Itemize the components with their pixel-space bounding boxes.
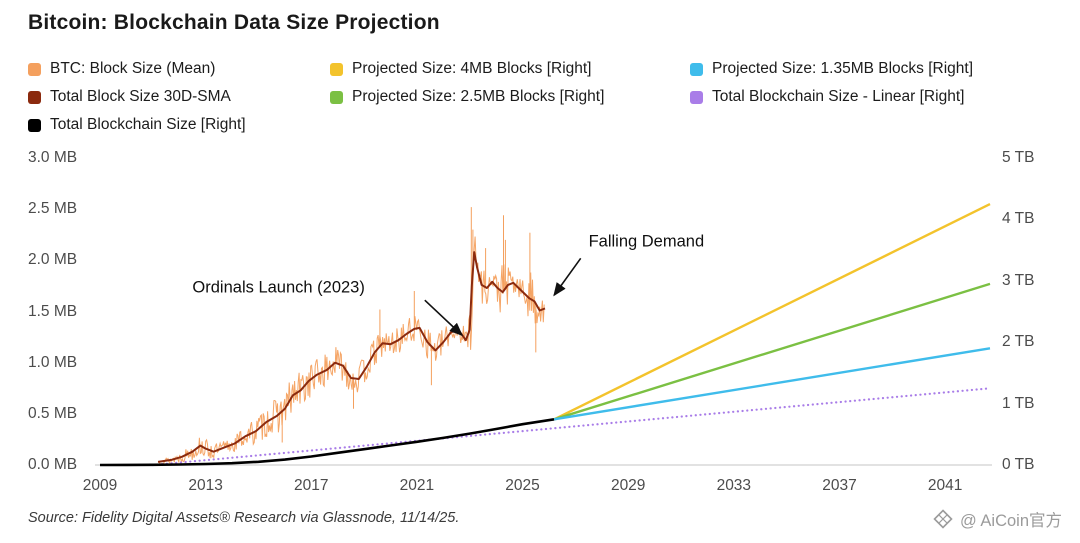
x-axis-tick-label: 2017: [294, 477, 329, 494]
legend-swatch-icon: [690, 90, 703, 104]
x-axis-tick-label: 2029: [610, 477, 646, 494]
y-axis-left-tick-label: 2.0 MB: [28, 251, 78, 269]
y-axis-right-tick-label: 4 TB: [1002, 210, 1035, 228]
chart-title: Bitcoin: Blockchain Data Size Projection: [28, 11, 440, 34]
legend-item-label: Total Blockchain Size - Linear [Right]: [712, 88, 965, 105]
series-total-blockchain-size-linear-right: [151, 387, 992, 467]
legend-item-label: Projected Size: 2.5MB Blocks [Right]: [352, 88, 605, 105]
x-axis-tick-label: 2033: [716, 477, 752, 494]
legend-item: Projected Size: 4MB Blocks [Right]: [330, 60, 690, 78]
legend-swatch-icon: [330, 62, 343, 76]
y-axis-right-tick-label: 0 TB: [1002, 456, 1035, 473]
y-axis-left-tick-label: 1.5 MB: [28, 302, 78, 320]
legend-swatch-icon: [28, 62, 41, 76]
legend-item: Total Block Size 30D-SMA: [28, 88, 330, 106]
legend-item-label: Projected Size: 4MB Blocks [Right]: [352, 60, 592, 77]
y-axis-left-tick-label: 3.0 MB: [28, 149, 78, 166]
legend-item-label: Projected Size: 1.35MB Blocks [Right]: [712, 60, 974, 77]
annotation-ordinals-launch-2023: Ordinals Launch (2023): [192, 278, 365, 297]
x-axis-tick-label: 2021: [399, 477, 435, 494]
x-axis-tick-label: 2037: [822, 477, 857, 494]
annotation-arrow: [424, 299, 463, 337]
legend-swatch-icon: [690, 62, 703, 76]
legend-item-label: BTC: Block Size (Mean): [50, 60, 216, 77]
y-axis-right-tick-label: 5 TB: [1002, 149, 1035, 166]
annotation-falling-demand: Falling Demand: [588, 232, 705, 251]
series-projected-size-2-5mb-blocks-right: [553, 282, 991, 421]
legend-item: BTC: Block Size (Mean): [28, 60, 330, 78]
y-axis-left-tick-label: 1.0 MB: [28, 353, 78, 371]
x-axis-tick-label: 2025: [505, 477, 540, 494]
watermark-text: @ AiCoin官方: [959, 512, 1062, 530]
annotation-arrow: [553, 257, 582, 297]
series-total-block-size-30d-sma: [157, 251, 546, 463]
y-axis-left-tick-label: 2.5 MB: [28, 200, 78, 218]
x-axis-tick-label: 2013: [188, 477, 223, 494]
legend-item-label: Total Block Size 30D-SMA: [50, 88, 231, 105]
legend-item: Total Blockchain Size - Linear [Right]: [690, 88, 973, 106]
x-axis-tick-label: 2009: [82, 477, 118, 494]
series-projected-size-4mb-blocks-right: [553, 203, 991, 421]
source-note: Source: Fidelity Digital Assets® Researc…: [28, 510, 460, 526]
legend-item: Projected Size: 2.5MB Blocks [Right]: [330, 88, 690, 106]
series-total-blockchain-size-right: [99, 418, 555, 467]
y-axis-right-tick-label: 3 TB: [1002, 271, 1035, 289]
legend-item: Total Blockchain Size [Right]: [28, 116, 330, 134]
legend: BTC: Block Size (Mean) Projected Size: 4M…: [28, 60, 973, 134]
y-axis-left-tick-label: 0.0 MB: [28, 456, 78, 473]
series-projected-size-1-35mb-blocks-right: [554, 347, 991, 421]
y-axis-right-tick-label: 2 TB: [1002, 333, 1035, 351]
y-axis-left-tick-label: 0.5 MB: [28, 404, 78, 422]
legend-swatch-icon: [330, 90, 343, 104]
legend-swatch-icon: [28, 90, 41, 104]
legend-swatch-icon: [28, 118, 41, 132]
aicoin-logo-icon: [933, 509, 953, 529]
watermark: @ AiCoin官方: [933, 507, 1062, 531]
legend-item-label: Total Blockchain Size [Right]: [50, 116, 246, 133]
y-axis-right-tick-label: 1 TB: [1002, 394, 1035, 412]
legend-item: Projected Size: 1.35MB Blocks [Right]: [690, 60, 973, 78]
x-axis-tick-label: 2041: [927, 477, 963, 494]
